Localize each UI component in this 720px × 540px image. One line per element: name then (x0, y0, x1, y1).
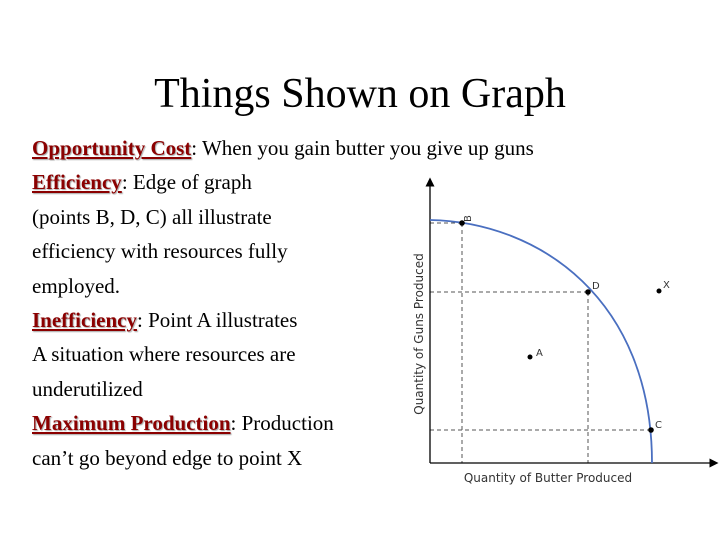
line-text: can’t go beyond edge to point X (32, 445, 303, 470)
term-maximum-production: Maximum Production (32, 411, 231, 436)
point-a-label: A (536, 348, 543, 359)
line-text: : Edge of graph (121, 170, 252, 195)
ppf-curve (429, 219, 653, 464)
line-text: : Point A illustrates (136, 308, 298, 333)
line-text: : Production (230, 411, 334, 436)
line-text: underutilized (32, 376, 143, 401)
line-text: employed. (32, 273, 121, 298)
ppf-graph: B D C A X Quantity of Guns Produced Quan… (400, 170, 719, 500)
ppf-svg: B D C A X Quantity of Guns Produced Quan… (412, 177, 719, 485)
term-opportunity-cost: Opportunity Cost (32, 136, 192, 160)
x-axis-label: Quantity of Butter Produced (464, 471, 632, 485)
y-axis-label: Quantity of Guns Produced (412, 253, 426, 414)
point-x-dot (656, 288, 662, 294)
point-d-dot (585, 289, 591, 295)
line-inefficiency: Inefficiency: Point A illustrates (32, 303, 672, 337)
line-maximum-production: Maximum Production: Production (32, 406, 672, 440)
line-text: (points B, D, C) all illustrate (32, 204, 272, 229)
slide-body: Opportunity Cost: When you gain butter y… (32, 131, 672, 475)
point-b-label: B (463, 215, 474, 222)
line-opportunity-cost: Opportunity Cost: When you gain butter y… (32, 131, 672, 165)
point-d-label: D (592, 281, 600, 292)
slide-title: Things Shown on Graph (154, 71, 566, 117)
line-text: A situation where resources are (32, 342, 296, 367)
point-a-dot (527, 354, 533, 360)
line-text: efficiency with resources fully (32, 239, 288, 264)
point-x-label: X (663, 280, 670, 291)
point-b-dot (459, 220, 465, 226)
point-c-label: C (655, 420, 662, 431)
term-inefficiency: Inefficiency (32, 308, 137, 333)
point-c-dot (648, 427, 654, 433)
line-text: : When you gain butter you give up guns (191, 136, 534, 160)
term-efficiency: Efficiency (32, 170, 122, 195)
line-efficiency: Efficiency: Edge of graph (32, 165, 672, 199)
